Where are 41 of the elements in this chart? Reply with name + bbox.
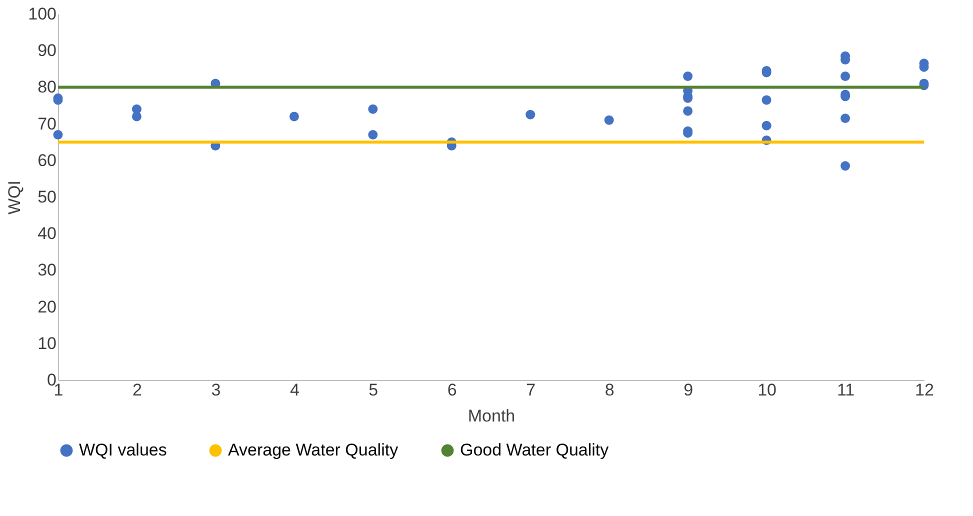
y-tick-label: 10 [38,334,56,353]
y-tick-label: 70 [38,114,56,134]
x-tick-label: 6 [447,380,457,400]
point [132,112,142,122]
x-tick-label: 7 [526,380,536,400]
point [762,120,772,130]
legend-label: Average Water Quality [228,440,399,460]
x-tick-label: 2 [132,380,142,400]
x-tick-label: 10 [758,380,777,400]
y-axis-title: WQI [5,180,24,214]
point [289,112,299,122]
point [840,161,850,171]
y-tick-label: 80 [38,78,56,97]
x-tick-label: 12 [915,380,934,400]
point [604,115,614,125]
x-tick-label: 9 [684,380,694,400]
y-tick-label: 30 [38,260,56,280]
x-axis-title: Month [468,406,516,426]
legend-label: WQI values [79,440,167,460]
point [762,95,772,105]
point [840,71,850,81]
x-tick-label: 4 [290,380,300,400]
point [683,106,693,116]
y-tick-label: 90 [38,41,56,60]
x-tick-label: 5 [368,380,378,400]
point [368,130,378,140]
point [683,71,693,81]
legend-label: Good Water Quality [460,440,610,460]
x-tick-label: 3 [211,380,221,400]
point [840,114,850,124]
y-tick-label: 0 [47,370,56,390]
y-tick-label: 40 [38,224,56,244]
y-tick-label: 100 [28,4,56,24]
y-tick-label: 50 [38,188,56,206]
point [368,104,378,114]
x-tick-label: 8 [604,380,614,400]
point [53,130,63,140]
x-tick-label: 11 [836,380,855,400]
point [526,110,536,120]
y-tick-label: 20 [38,297,56,316]
y-tick-label: 60 [38,150,56,170]
